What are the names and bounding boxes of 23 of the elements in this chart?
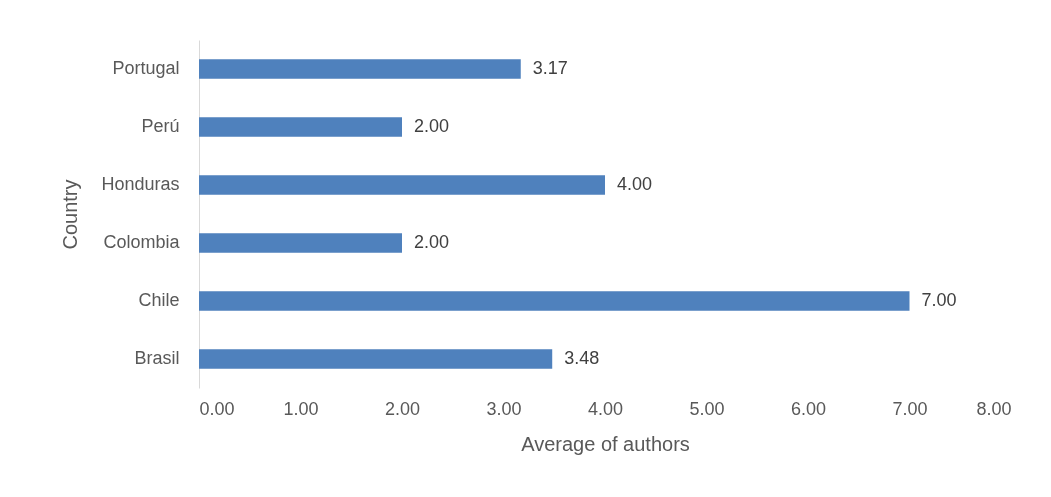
x-tick-label: 0.00 (199, 398, 235, 419)
x-tick-label: 7.00 (892, 398, 928, 419)
data-label: 7.00 (921, 290, 957, 310)
x-tick-label: 3.00 (486, 398, 522, 419)
y-tick-label: Portugal (112, 58, 180, 78)
data-label: 3.17 (532, 58, 568, 78)
x-tick-label: 8.00 (976, 398, 1012, 419)
x-tick-label: 4.00 (587, 398, 624, 419)
x-tick-label: 2.00 (384, 398, 421, 419)
data-label: 4.00 (617, 174, 653, 194)
data-label: 2.00 (414, 232, 450, 252)
x-tick-label: 6.00 (790, 398, 827, 419)
y-tick-label: Chile (138, 290, 180, 310)
data-label: 3.48 (564, 348, 600, 368)
y-tick-label: Perú (141, 116, 180, 136)
x-tick-label: 1.00 (283, 398, 319, 419)
x-tick-label: 5.00 (689, 398, 725, 419)
y-tick-label: Brasil (134, 348, 180, 368)
data-label: 2.00 (414, 116, 450, 136)
y-tick-label: Colombia (103, 232, 181, 252)
y-tick-label: Honduras (101, 174, 180, 194)
x-axis-title: Average of authors (521, 432, 690, 455)
y-axis-title: Country (59, 179, 82, 250)
